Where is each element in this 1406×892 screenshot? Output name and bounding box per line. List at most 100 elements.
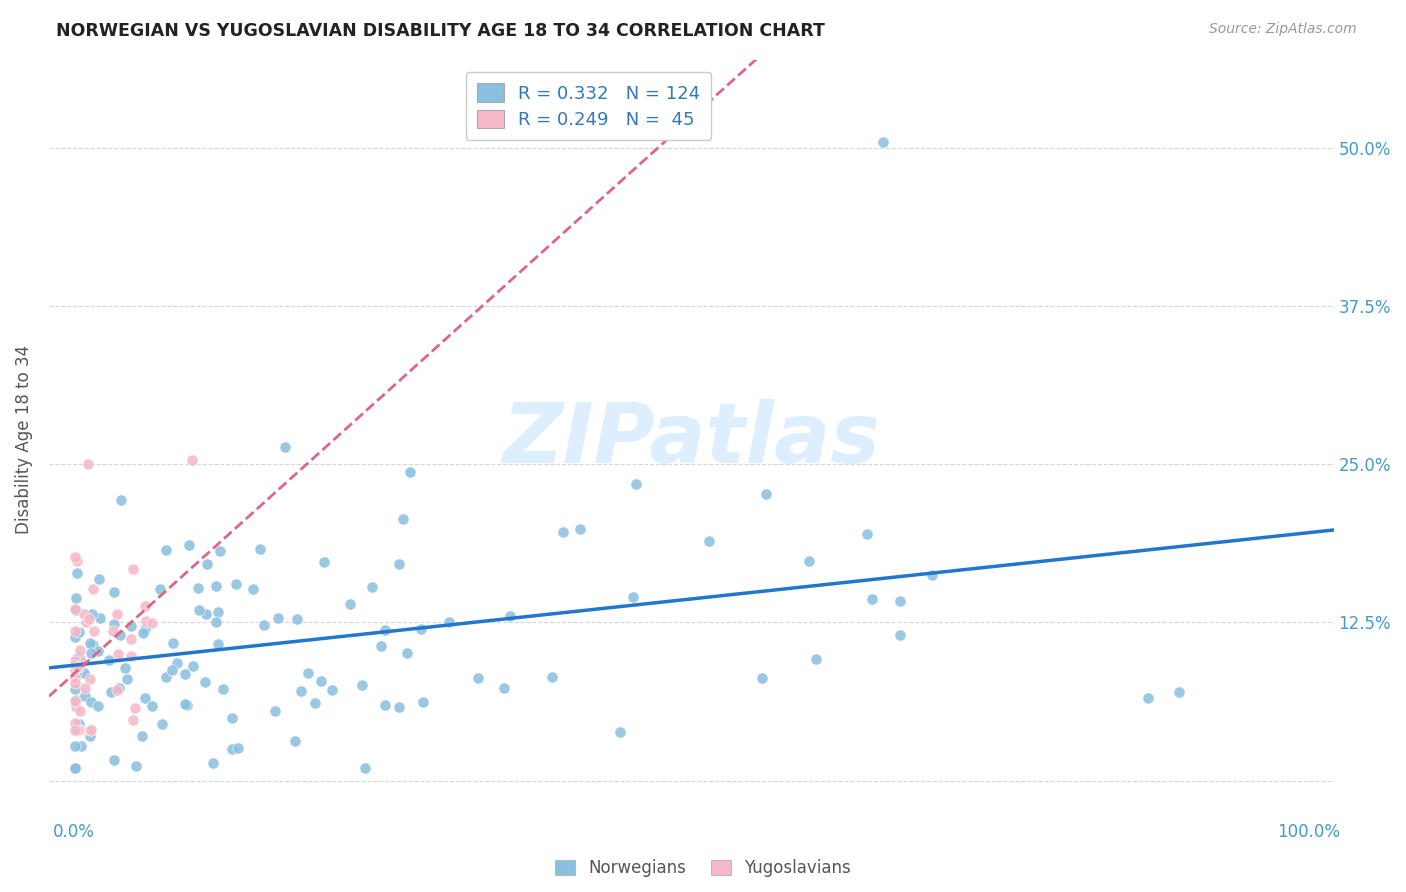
Point xyxy=(103,617,125,632)
Point xyxy=(568,522,591,536)
Point xyxy=(80,695,103,709)
Point xyxy=(63,694,86,708)
Point xyxy=(249,542,271,557)
Point xyxy=(63,671,86,685)
Point xyxy=(63,654,86,668)
Point xyxy=(201,756,224,770)
Point xyxy=(609,724,631,739)
Point xyxy=(63,682,86,697)
Point xyxy=(399,465,422,479)
Point xyxy=(395,646,418,660)
Text: Source: ZipAtlas.com: Source: ZipAtlas.com xyxy=(1209,22,1357,37)
Legend: Norwegians, Yugoslavians: Norwegians, Yugoslavians xyxy=(548,853,858,884)
Point xyxy=(66,723,89,737)
Point xyxy=(162,636,184,650)
Point xyxy=(312,554,335,568)
Point xyxy=(107,647,129,661)
Point xyxy=(498,609,520,624)
Point xyxy=(73,607,96,621)
Point xyxy=(63,676,86,690)
Point xyxy=(79,729,101,743)
Point xyxy=(225,576,247,591)
Point xyxy=(107,681,129,696)
Point xyxy=(83,624,105,639)
Point xyxy=(77,458,100,472)
Point xyxy=(67,716,90,731)
Point xyxy=(253,617,276,632)
Point xyxy=(388,700,411,714)
Point xyxy=(66,723,89,737)
Point xyxy=(63,715,86,730)
Point xyxy=(80,647,103,661)
Point xyxy=(540,670,562,684)
Point xyxy=(103,753,125,767)
Point xyxy=(65,651,87,665)
Point xyxy=(180,452,202,467)
Point xyxy=(110,627,132,641)
Point xyxy=(120,632,142,646)
Point xyxy=(551,524,574,539)
Point xyxy=(65,591,87,605)
Point xyxy=(176,698,198,712)
Point xyxy=(697,534,720,549)
Point xyxy=(872,135,894,149)
Point xyxy=(66,723,89,737)
Point xyxy=(264,704,287,718)
Point xyxy=(467,671,489,685)
Point xyxy=(103,585,125,599)
Point xyxy=(124,701,146,715)
Point xyxy=(160,664,183,678)
Point xyxy=(63,663,86,677)
Point xyxy=(105,682,128,697)
Point xyxy=(63,657,86,672)
Point xyxy=(284,734,307,748)
Point xyxy=(221,711,243,725)
Point xyxy=(65,665,87,679)
Point xyxy=(79,636,101,650)
Point xyxy=(155,669,177,683)
Point xyxy=(195,557,218,571)
Point xyxy=(177,538,200,552)
Point xyxy=(135,614,157,628)
Point xyxy=(412,696,434,710)
Point xyxy=(799,554,821,568)
Point xyxy=(134,599,156,613)
Point xyxy=(80,723,103,737)
Point xyxy=(297,666,319,681)
Point xyxy=(63,739,86,753)
Point xyxy=(141,698,163,713)
Point xyxy=(114,661,136,675)
Point xyxy=(73,666,96,681)
Point xyxy=(374,624,396,638)
Point xyxy=(65,660,87,674)
Point xyxy=(69,643,91,657)
Point xyxy=(207,637,229,651)
Point xyxy=(194,674,217,689)
Point xyxy=(855,526,877,541)
Point xyxy=(174,667,197,681)
Point xyxy=(205,579,228,593)
Point xyxy=(304,696,326,710)
Point xyxy=(624,477,647,491)
Point xyxy=(67,624,90,639)
Point xyxy=(353,761,375,775)
Point xyxy=(208,544,231,558)
Point xyxy=(194,607,217,621)
Point xyxy=(69,723,91,737)
Point xyxy=(174,697,197,711)
Point xyxy=(150,717,173,731)
Point xyxy=(66,553,89,567)
Point xyxy=(352,677,374,691)
Point xyxy=(388,557,411,571)
Point xyxy=(149,582,172,597)
Point xyxy=(889,593,911,607)
Point xyxy=(69,739,91,754)
Point xyxy=(100,685,122,699)
Y-axis label: Disability Age 18 to 34: Disability Age 18 to 34 xyxy=(15,344,32,533)
Point xyxy=(274,440,297,454)
Point xyxy=(181,659,204,673)
Point xyxy=(120,649,142,664)
Point xyxy=(82,582,104,596)
Point xyxy=(65,699,87,714)
Point xyxy=(361,580,384,594)
